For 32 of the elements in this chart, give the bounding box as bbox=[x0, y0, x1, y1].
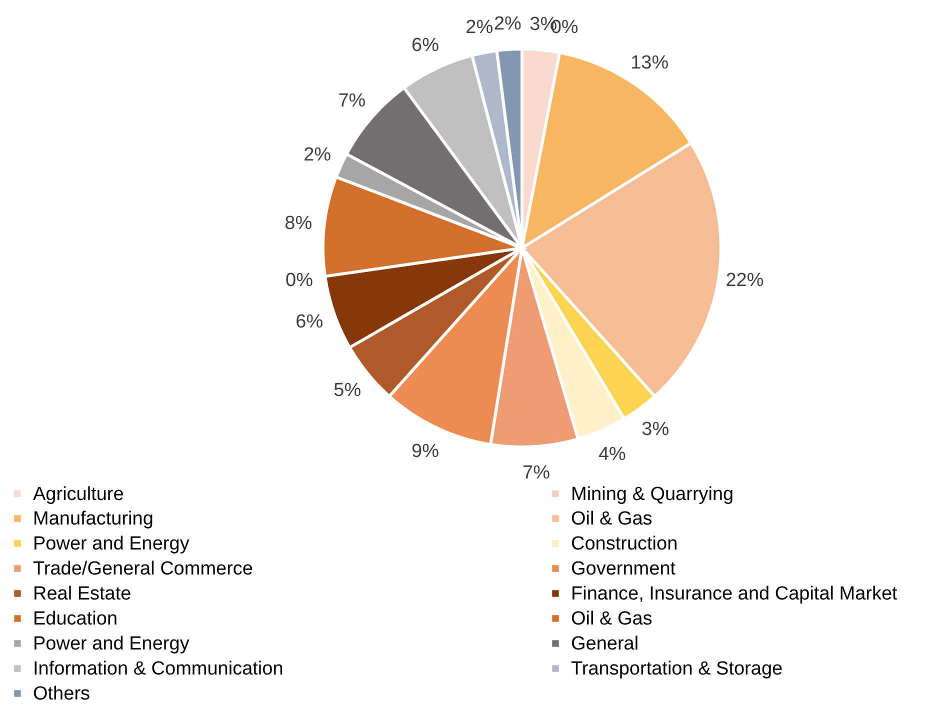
legend-label: Oil & Gas bbox=[571, 508, 652, 530]
legend-label: Power and Energy bbox=[33, 534, 190, 554]
data-label: 6% bbox=[296, 312, 324, 333]
data-label: 2% bbox=[304, 144, 332, 166]
legend-label: Government bbox=[571, 558, 676, 580]
legend-label: Finance, Insurance and Capital Market bbox=[571, 584, 898, 604]
legend-label: General bbox=[571, 634, 639, 654]
legend-label: Oil & Gas bbox=[571, 608, 652, 630]
data-label: 22% bbox=[726, 270, 764, 292]
legend-label: Others bbox=[33, 684, 90, 704]
data-label: 3% bbox=[642, 419, 670, 440]
data-label: 2% bbox=[494, 13, 522, 34]
legend-label: Education bbox=[33, 608, 118, 630]
legend-label: Manufacturing bbox=[33, 508, 154, 530]
data-label: 6% bbox=[412, 34, 440, 56]
data-label: 7% bbox=[522, 462, 550, 484]
data-label: 2% bbox=[466, 17, 494, 38]
data-label: 8% bbox=[284, 213, 312, 234]
data-label: 13% bbox=[630, 52, 669, 74]
legend-label: Real Estate bbox=[33, 584, 132, 604]
legend-label: Mining & Quarrying bbox=[571, 484, 734, 505]
data-label: 5% bbox=[334, 380, 362, 401]
legend-label: Information & Communication bbox=[33, 658, 284, 680]
data-label: 7% bbox=[338, 90, 366, 112]
data-label: 9% bbox=[412, 441, 440, 462]
text: 0% bbox=[286, 270, 314, 292]
legend-label: Transportation & Storage bbox=[571, 658, 783, 680]
legend-label: Power and Energy bbox=[33, 634, 190, 654]
data-label: 4% bbox=[598, 444, 626, 466]
legend-label: Agriculture bbox=[33, 484, 124, 505]
legend-label: Construction bbox=[571, 534, 678, 554]
legend-label: Trade/General Commerce bbox=[33, 558, 253, 580]
